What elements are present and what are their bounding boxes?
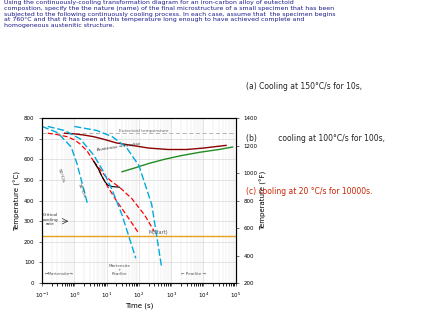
Text: M(start): M(start) xyxy=(149,230,168,235)
Text: Martensite
+
Pearlite: Martensite + Pearlite xyxy=(109,264,131,276)
Text: Using the continuously-cooling transformation diagram for an iron-carbon alloy o: Using the continuously-cooling transform… xyxy=(4,0,336,28)
Text: (a) Cooling at 150°C/s for 10s,: (a) Cooling at 150°C/s for 10s, xyxy=(246,82,362,91)
Text: Eutectoid temperature: Eutectoid temperature xyxy=(120,129,169,133)
Text: Critical
cooling
rate: Critical cooling rate xyxy=(43,213,58,226)
Text: 50°C/s: 50°C/s xyxy=(56,168,65,183)
Y-axis label: Temperature (°C): Temperature (°C) xyxy=(14,171,21,230)
X-axis label: Time (s): Time (s) xyxy=(125,303,153,309)
Y-axis label: Temperature (°F): Temperature (°F) xyxy=(260,171,267,230)
Text: Austenite → Pearlite: Austenite → Pearlite xyxy=(97,142,141,152)
Text: (b)         cooling at 100°C/s for 100s,: (b) cooling at 100°C/s for 100s, xyxy=(246,134,385,143)
Text: 35°C/s: 35°C/s xyxy=(77,183,86,197)
Text: ← Pearlite →: ← Pearlite → xyxy=(181,272,206,276)
Text: ←Martensite→: ←Martensite→ xyxy=(45,272,74,276)
Text: (c) cooling at 20 °C/s for 10000s.: (c) cooling at 20 °C/s for 10000s. xyxy=(246,187,373,196)
